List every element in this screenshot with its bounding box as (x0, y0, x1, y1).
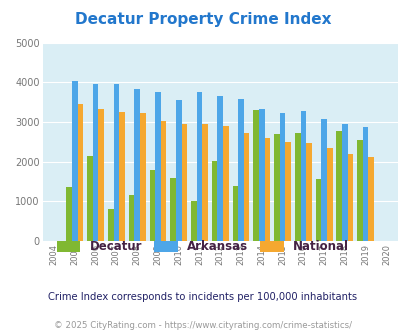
Bar (294, 133, 300, 241)
Bar (341, 124, 347, 241)
Bar (347, 154, 352, 241)
Bar (300, 111, 305, 241)
Bar (222, 126, 228, 241)
Bar (315, 179, 320, 241)
Bar (368, 157, 373, 241)
Text: © 2025 CityRating.com - https://www.cityrating.com/crime-statistics/: © 2025 CityRating.com - https://www.city… (54, 321, 351, 330)
Bar (279, 113, 285, 241)
Bar (155, 92, 160, 241)
Bar (140, 114, 145, 241)
Bar (108, 209, 113, 241)
Bar (320, 118, 326, 241)
Bar (243, 133, 249, 241)
Bar (66, 187, 72, 241)
Bar (98, 109, 104, 241)
Bar (305, 144, 311, 241)
Bar (128, 195, 134, 241)
Bar (160, 120, 166, 241)
Bar (264, 138, 270, 241)
Bar (258, 110, 264, 241)
Bar (326, 148, 332, 241)
Bar (362, 127, 368, 241)
Bar (181, 124, 187, 241)
Bar (87, 156, 93, 241)
Bar (93, 84, 98, 241)
Bar (217, 96, 222, 241)
Bar (285, 142, 290, 241)
Bar (191, 201, 196, 241)
Bar (72, 81, 77, 241)
Bar (336, 131, 341, 241)
Bar (77, 104, 83, 241)
Bar (149, 170, 155, 241)
Bar (175, 100, 181, 241)
Legend: Decatur, Arkansas, National: Decatur, Arkansas, National (52, 236, 353, 258)
Bar (202, 124, 207, 241)
Bar (119, 112, 124, 241)
Bar (134, 89, 140, 241)
Bar (238, 99, 243, 241)
Bar (196, 92, 202, 241)
Bar (356, 140, 362, 241)
Bar (170, 178, 175, 241)
Bar (253, 110, 258, 241)
Bar (273, 134, 279, 241)
Bar (113, 84, 119, 241)
Text: Crime Index corresponds to incidents per 100,000 inhabitants: Crime Index corresponds to incidents per… (48, 292, 357, 302)
Bar (232, 186, 238, 241)
Text: Decatur Property Crime Index: Decatur Property Crime Index (75, 12, 330, 26)
Bar (211, 161, 217, 241)
